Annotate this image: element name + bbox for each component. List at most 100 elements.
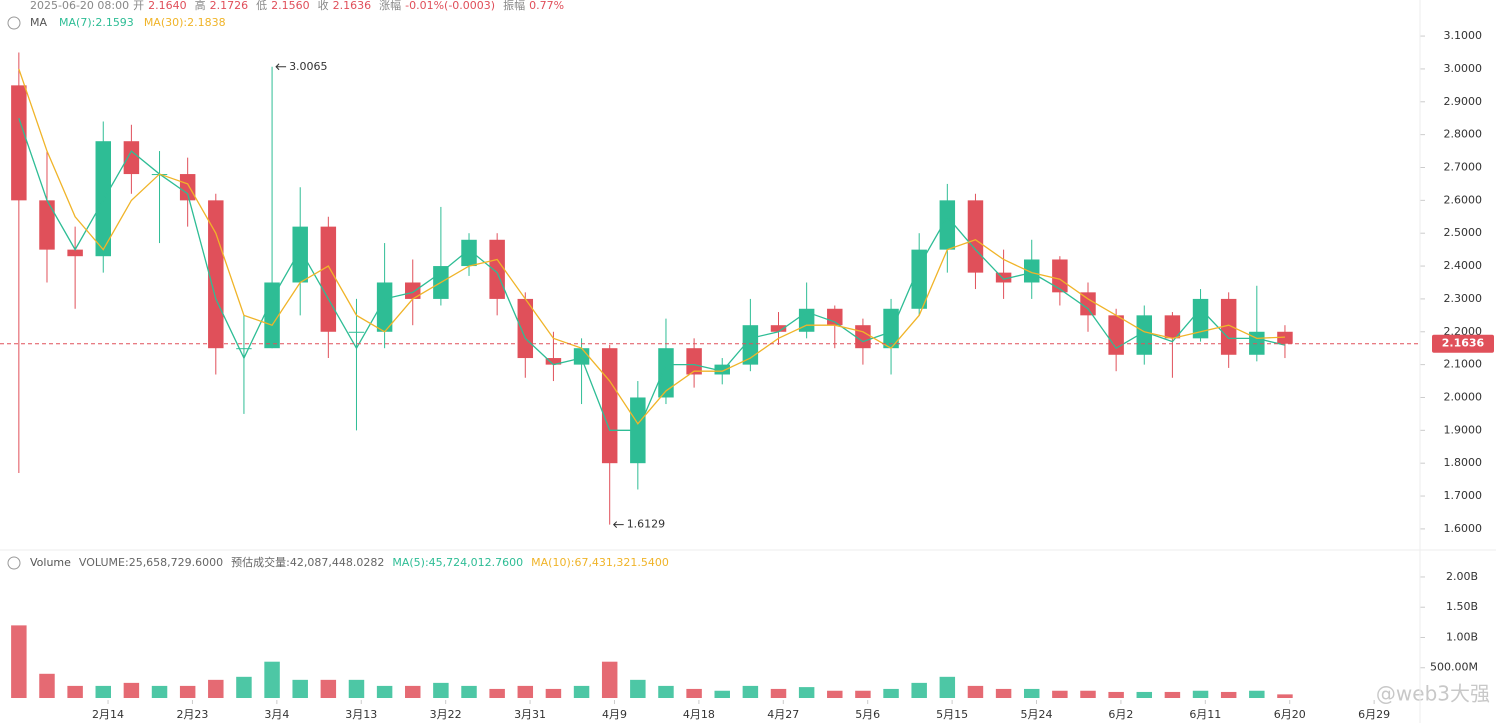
candle-body: [179, 174, 196, 201]
candle-body: [39, 200, 55, 250]
y-tick-label: 2.3000: [1444, 292, 1483, 305]
volume-bar: [855, 690, 871, 699]
volume-title: Volume: [30, 556, 71, 569]
y-tick-label: 2.5000: [1444, 226, 1483, 239]
volume-bar: [967, 685, 984, 699]
volume-bar: [95, 685, 111, 699]
volume-bar: [1277, 694, 1293, 699]
y-tick-label: 1.00B: [1446, 630, 1478, 643]
y-tick-label: 1.9000: [1444, 423, 1483, 436]
header-lab: 振幅: [503, 0, 525, 12]
x-tick-label: 6月20: [1274, 708, 1306, 721]
volume-bar: [1192, 690, 1209, 699]
candle-body: [123, 141, 140, 175]
candle-body: [1023, 259, 1040, 283]
candle-body: [1192, 298, 1209, 339]
candle-body: [489, 239, 505, 299]
candle-body: [292, 226, 308, 283]
candle-body: [573, 348, 590, 365]
volume-bar: [742, 685, 759, 699]
x-tick-label: 3月22: [430, 708, 462, 721]
volume-stat: VOLUME:25,658,729.6000: [79, 556, 223, 569]
volume-bar: [939, 676, 956, 699]
volume-bar: [11, 625, 27, 699]
x-tick-label: 5月24: [1021, 708, 1053, 721]
volume-bar: [461, 685, 477, 699]
header-val: 2.1640: [148, 0, 187, 12]
candle-body: [376, 282, 393, 332]
header-val: 2.1636: [333, 0, 372, 12]
volume-bar: [545, 688, 562, 699]
collapse-icon[interactable]: [7, 556, 21, 570]
last-price-label: 2.1636: [1442, 337, 1485, 350]
candle-body: [67, 249, 83, 257]
candle-body: [348, 331, 365, 333]
x-tick-label: 3月31: [514, 708, 546, 721]
candle-body: [545, 358, 562, 365]
header-lab: 高: [195, 0, 206, 12]
volume-bar: [376, 685, 393, 699]
volume-stat: MA(5):45,724,012.7600: [392, 556, 523, 569]
candle-body: [1220, 298, 1237, 355]
volume-bar: [208, 679, 224, 699]
volume-bar: [658, 685, 674, 699]
candle-body: [939, 200, 956, 250]
volume-bar: [1136, 691, 1153, 699]
x-tick-label: 2月14: [92, 708, 124, 721]
y-tick-label: 1.6000: [1444, 522, 1483, 535]
header-lab: 2025-06-20 08:00: [30, 0, 129, 12]
volume-bar: [630, 679, 646, 699]
x-tick-label: 4月27: [767, 708, 799, 721]
volume-bar: [883, 688, 899, 699]
candle-body: [264, 282, 280, 349]
volume-bar: [405, 685, 421, 699]
candle-body: [686, 348, 702, 375]
candle-body: [1052, 259, 1068, 293]
collapse-icon[interactable]: [7, 16, 21, 30]
x-tick-label: 5月15: [936, 708, 968, 721]
header-val: 0.77%: [529, 0, 564, 12]
y-tick-label: 2.7000: [1444, 160, 1483, 173]
legend-entry: MA(30):2.1838: [144, 16, 226, 29]
candle-body: [1080, 292, 1096, 316]
candle-body: [95, 141, 111, 257]
y-tick-label: 3.0000: [1444, 62, 1483, 75]
x-tick-label: 5月6: [855, 708, 880, 721]
y-tick-label: 500.00M: [1430, 661, 1478, 674]
volume-bar: [1023, 688, 1040, 699]
volume-bar: [348, 679, 365, 699]
x-tick-label: 3月13: [345, 708, 377, 721]
volume-bar: [1164, 691, 1181, 699]
volume-bar: [1052, 690, 1068, 699]
candle-body: [236, 348, 252, 350]
volume-bar: [151, 685, 168, 699]
candle-body: [995, 272, 1012, 283]
volume-bar: [1220, 691, 1237, 699]
volume-bar: [686, 688, 702, 699]
candle-body: [658, 348, 674, 398]
candle-body: [883, 308, 899, 349]
y-tick-label: 1.50B: [1446, 600, 1478, 613]
ma-line: [18, 68, 1285, 425]
candle-body: [1164, 315, 1181, 339]
candle-body: [1136, 315, 1153, 355]
watermark: @web3大强: [1376, 682, 1490, 706]
y-tick-label: 2.9000: [1444, 95, 1483, 108]
x-tick-label: 4月18: [683, 708, 715, 721]
candle-body: [967, 200, 984, 273]
volume-bar: [433, 682, 449, 699]
volume-bar: [1080, 690, 1096, 699]
volume-bar: [320, 679, 337, 699]
y-tick-label: 2.8000: [1444, 128, 1483, 141]
marker-arrow: [275, 63, 287, 71]
x-tick-label: 2月23: [176, 708, 208, 721]
candle-body: [405, 282, 421, 299]
volume-bar: [517, 685, 534, 699]
legend-title: MA: [30, 16, 47, 29]
candle-body: [911, 249, 927, 309]
marker-label: 3.0065: [289, 60, 328, 73]
header-val: 2.1560: [271, 0, 310, 12]
volume-bar: [714, 690, 730, 699]
header-val: -0.01%(-0.0003): [405, 0, 495, 12]
